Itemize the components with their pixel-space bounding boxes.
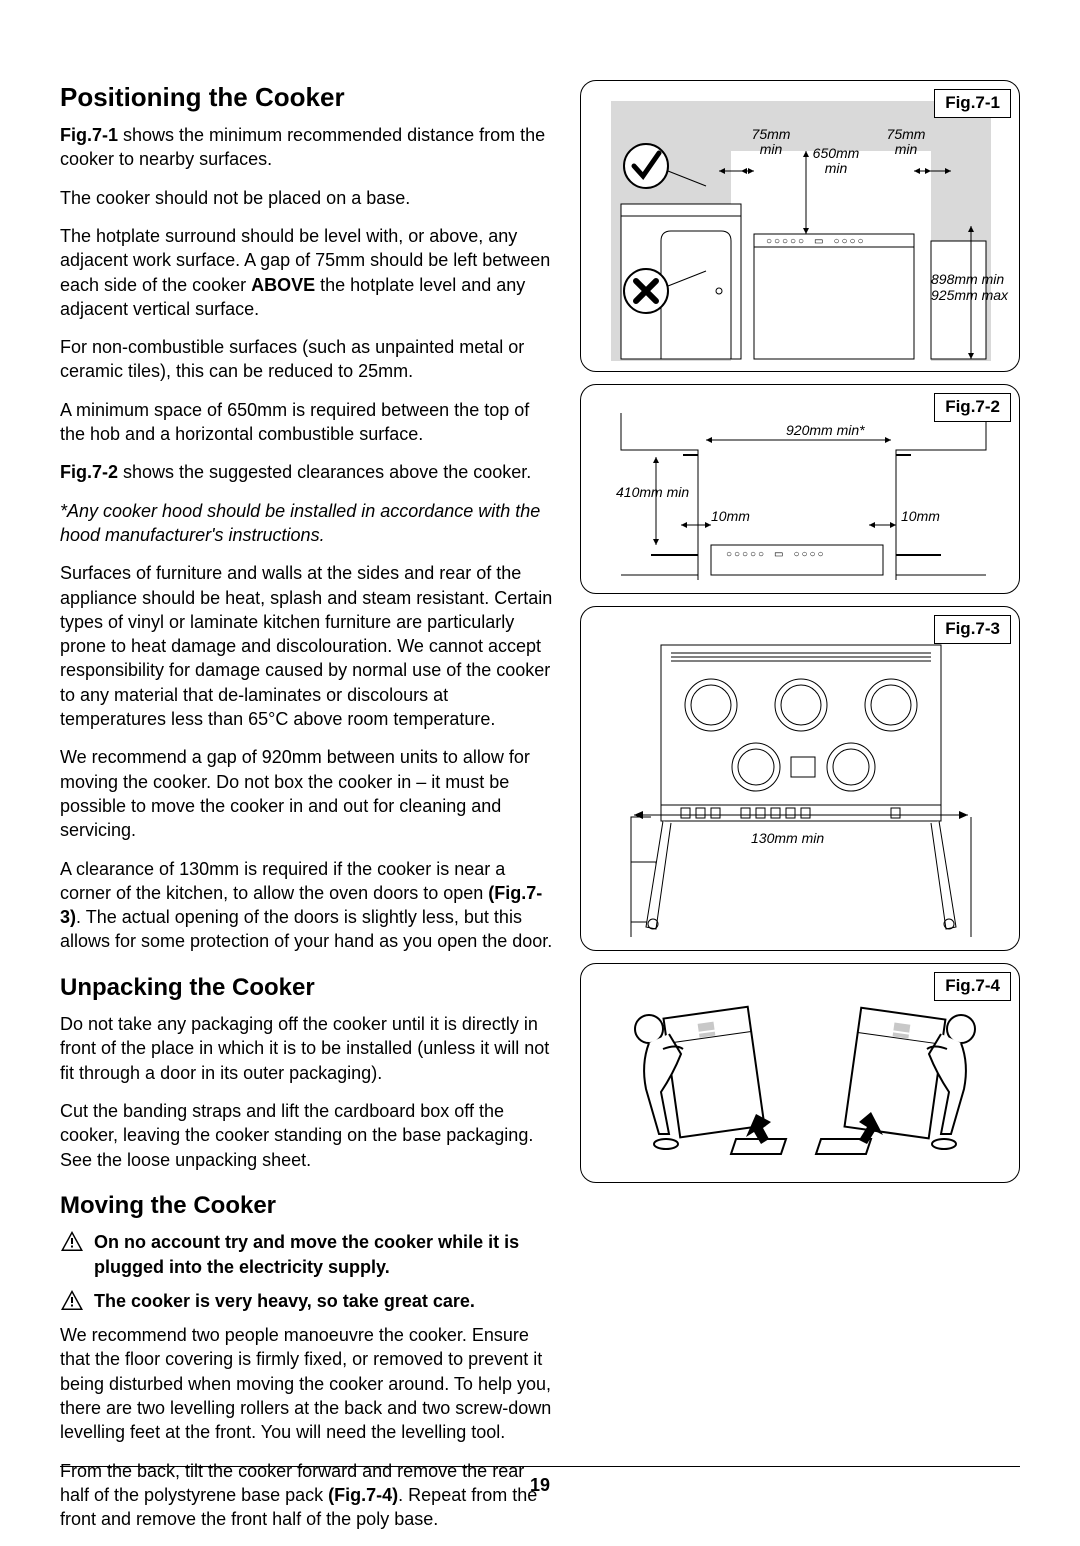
- para: Do not take any packaging off the cooker…: [60, 1012, 556, 1085]
- para: A minimum space of 650mm is required bet…: [60, 398, 556, 447]
- svg-text:○○○○○ ▭ ○○○○: ○○○○○ ▭ ○○○○: [766, 237, 865, 248]
- warning-icon: [60, 1289, 84, 1311]
- figure-label: Fig.7-1: [934, 89, 1011, 118]
- para: The cooker should not be placed on a bas…: [60, 186, 556, 210]
- para: A clearance of 130mm is required if the …: [60, 857, 556, 954]
- warning-text: The cooker is very heavy, so take great …: [94, 1289, 556, 1313]
- figure-7-4: Fig.7-4: [580, 963, 1020, 1183]
- dim-925: 925mm max: [931, 287, 1008, 304]
- para: We recommend a gap of 920mm between unit…: [60, 745, 556, 842]
- dim-410: 410mm min: [616, 483, 689, 502]
- emphasis: ABOVE: [251, 275, 315, 295]
- dim-920: 920mm min*: [786, 421, 865, 440]
- figure-7-2: Fig.7-2 ○○○○○ ▭ ○○○○: [580, 384, 1020, 594]
- dim-75-right: 75mm min: [881, 127, 931, 158]
- para: Cut the banding straps and lift the card…: [60, 1099, 556, 1172]
- warning-text: On no account try and move the cooker wh…: [94, 1230, 556, 1279]
- figure-7-3: Fig.7-3: [580, 606, 1020, 951]
- para: Surfaces of furniture and walls at the s…: [60, 561, 556, 731]
- text: . The actual opening of the doors is sli…: [60, 907, 552, 951]
- dim-650: 650mm min: [806, 146, 866, 177]
- dim-75-left: 75mm min: [746, 127, 796, 158]
- para: The hotplate surround should be level wi…: [60, 224, 556, 321]
- note: *Any cooker hood should be installed in …: [60, 499, 556, 548]
- text: A clearance of 130mm is required if the …: [60, 859, 505, 903]
- warning-2: The cooker is very heavy, so take great …: [60, 1289, 556, 1313]
- text: shows the suggested clearances above the…: [118, 462, 531, 482]
- figure-7-3-svg: [591, 617, 1011, 942]
- figure-label: Fig.7-4: [934, 972, 1011, 1001]
- warning-1: On no account try and move the cooker wh…: [60, 1230, 556, 1279]
- dim-10a: 10mm: [711, 507, 750, 526]
- para: We recommend two people manoeuvre the co…: [60, 1323, 556, 1444]
- dim-898: 898mm min: [931, 271, 1004, 288]
- fig-ref: Fig.7-1: [60, 125, 118, 145]
- text: shows the minimum recommended distance f…: [60, 125, 545, 169]
- figure-label: Fig.7-3: [934, 615, 1011, 644]
- heading-positioning: Positioning the Cooker: [60, 80, 556, 115]
- figure-7-1: Fig.7-1 ○○○○○ ▭ ○○○○: [580, 80, 1020, 372]
- figure-7-4-svg: [591, 974, 1011, 1174]
- dim-130: 130mm min: [751, 829, 824, 848]
- dim-10b: 10mm: [901, 507, 940, 526]
- para: For non-combustible surfaces (such as un…: [60, 335, 556, 384]
- para: Fig.7-1 shows the minimum recommended di…: [60, 123, 556, 172]
- figure-column: Fig.7-1 ○○○○○ ▭ ○○○○: [580, 80, 1020, 1546]
- para: Fig.7-2 shows the suggested clearances a…: [60, 460, 556, 484]
- figure-label: Fig.7-2: [934, 393, 1011, 422]
- figure-7-1-svg: ○○○○○ ▭ ○○○○: [591, 91, 1011, 363]
- footer-rule: [60, 1466, 1020, 1467]
- heading-unpacking: Unpacking the Cooker: [60, 972, 556, 1004]
- warning-icon: [60, 1230, 84, 1252]
- page-number: 19: [0, 1473, 1080, 1497]
- svg-text:○○○○○ ▭ ○○○○: ○○○○○ ▭ ○○○○: [726, 550, 825, 561]
- fig-ref: Fig.7-2: [60, 462, 118, 482]
- heading-moving: Moving the Cooker: [60, 1190, 556, 1222]
- text-column: Positioning the Cooker Fig.7-1 shows the…: [60, 80, 556, 1546]
